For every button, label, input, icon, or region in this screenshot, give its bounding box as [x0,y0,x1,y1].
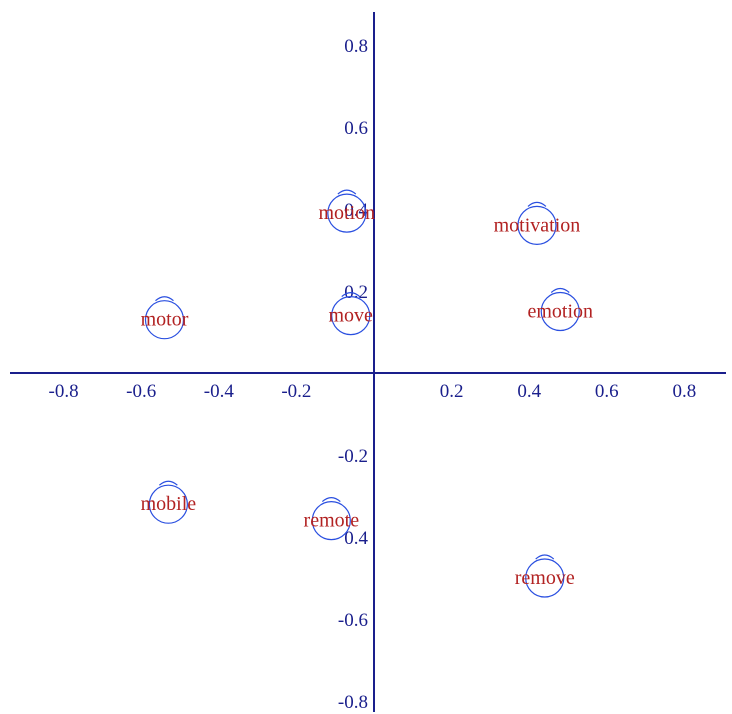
point-label: remote [304,510,360,532]
point-marker [144,300,185,340]
x-tick-label: -0.2 [281,381,311,402]
point-marker [327,193,367,233]
point-marker [331,296,371,336]
point-marker [311,500,351,541]
y-tick-label: 0.2 [344,282,368,303]
point-label: motion [319,202,376,224]
point-marker [525,558,565,598]
point-marker [517,205,557,245]
point-label: mobile [141,493,197,515]
point-marker-tail [337,189,357,195]
x-tick-label: -0.8 [49,381,79,402]
point-marker-tail [158,480,178,486]
y-tick-label: -0.8 [338,692,368,713]
point-label: motor [141,309,189,331]
x-tick-label: 0.6 [595,381,619,402]
y-tick-label-hidden: 0.4 [344,528,368,549]
point-label: remove [515,567,575,589]
x-tick-label: 0.8 [673,381,697,402]
y-tick-label: 0.8 [344,36,368,57]
y-tick-label: -0.2 [338,446,368,467]
y-tick-label: 0.6 [344,118,368,139]
point-label: emotion [527,301,593,323]
point-marker-tail [535,554,555,560]
point-marker-tail [550,287,570,293]
point-marker [148,484,188,524]
y-tick-label: -0.6 [338,610,368,631]
point-marker-tail [155,296,174,302]
y-tick-label-hidden: 0.4 [344,200,368,221]
point-marker-tail [341,292,361,298]
point-marker [540,291,580,332]
point-label: motivation [494,214,581,236]
x-tick-label: -0.6 [126,381,156,402]
x-tick-label: 0.2 [440,381,464,402]
x-tick-label: -0.4 [204,381,235,402]
x-tick-label: 0.4 [517,381,541,402]
point-marker-tail [527,201,547,207]
point-marker-tail [321,497,341,503]
point-label: move [329,305,374,327]
